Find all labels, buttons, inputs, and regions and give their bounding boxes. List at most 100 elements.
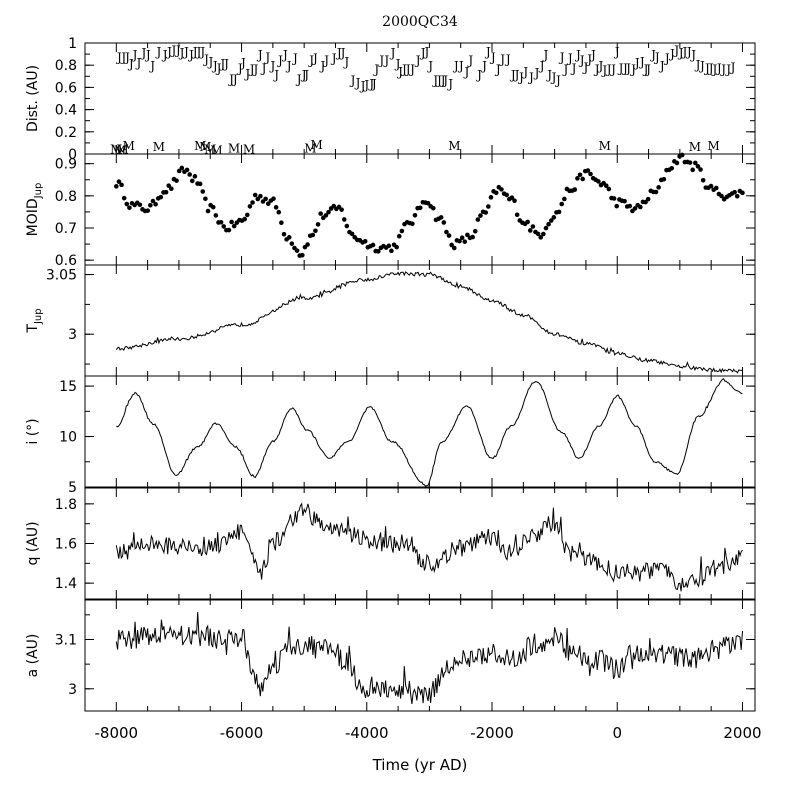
marker-J: J xyxy=(377,54,384,68)
marker-J: J xyxy=(638,55,645,69)
moid-point xyxy=(732,189,737,195)
panel-a: 3 3.1 a (AU) xyxy=(25,599,756,712)
marker-J: J xyxy=(609,63,616,77)
marker-M: M xyxy=(243,142,255,156)
marker-J: J xyxy=(509,68,516,82)
moid-point xyxy=(488,195,494,200)
marker-J: J xyxy=(629,63,636,77)
marker-J: J xyxy=(446,77,453,91)
marker-J: J xyxy=(593,63,600,77)
moid-point xyxy=(376,249,381,254)
marker-J: J xyxy=(452,59,459,73)
x-tick-label: 0 xyxy=(612,724,622,742)
moid-point xyxy=(158,194,164,200)
moid-point xyxy=(137,202,143,208)
moid-point xyxy=(341,217,347,222)
moid-point xyxy=(449,242,454,248)
marker-J: J xyxy=(394,57,401,71)
moid-point xyxy=(184,167,190,173)
y-axis-label-subscript: Jup xyxy=(33,308,44,325)
marker-J: J xyxy=(148,59,155,73)
moid-point xyxy=(559,201,564,207)
moid-point xyxy=(585,168,591,173)
marker-J: J xyxy=(302,68,309,82)
moid-point xyxy=(344,223,350,229)
marker-J: J xyxy=(134,56,141,70)
marker-J: J xyxy=(139,46,146,60)
moid-point xyxy=(386,243,392,249)
moid-point xyxy=(438,215,444,220)
moid-point xyxy=(656,185,661,190)
marker-J: J xyxy=(178,46,185,60)
marker-J: J xyxy=(389,46,396,60)
moid-point xyxy=(205,208,211,214)
marker-J: J xyxy=(408,63,415,77)
marker-J: J xyxy=(589,48,596,62)
y-tick-label: 3 xyxy=(68,682,77,698)
marker-J: J xyxy=(198,45,205,59)
series-line-incl xyxy=(116,378,743,487)
moid-point xyxy=(734,193,740,199)
y-tick-label: 10 xyxy=(59,430,77,446)
marker-J: J xyxy=(439,74,446,88)
y-tick-label: 15 xyxy=(59,379,77,395)
y-tick-label: 3.05 xyxy=(46,268,77,284)
moid-point xyxy=(690,167,695,173)
moid-point xyxy=(114,184,119,189)
moid-point xyxy=(713,185,719,191)
marker-J: J xyxy=(570,61,577,75)
y-tick-label: 1.8 xyxy=(55,497,77,513)
marker-J: J xyxy=(533,66,540,80)
y-axis-label-moid: MOIDJup xyxy=(25,183,44,237)
marker-M: M xyxy=(210,144,222,158)
moid-point xyxy=(399,228,405,234)
moid-point xyxy=(575,176,580,181)
marker-J: J xyxy=(300,68,307,82)
panel-q: 1.4 1.6 1.8 q (AU) xyxy=(25,487,756,600)
y-axis-label-incl: i (°) xyxy=(25,418,41,444)
marker-J: J xyxy=(206,55,213,69)
moid-point xyxy=(653,189,659,195)
moid-point xyxy=(446,233,452,238)
marker-J: J xyxy=(291,51,298,65)
moid-point xyxy=(530,224,536,229)
moid-point xyxy=(543,225,549,231)
marker-J: J xyxy=(400,63,407,77)
moid-point xyxy=(538,235,544,240)
y-tick-label: 1 xyxy=(68,36,77,52)
moid-point xyxy=(150,198,156,204)
marker-J: J xyxy=(211,59,218,73)
marker-J: J xyxy=(653,50,660,64)
moid-point xyxy=(546,221,551,227)
marker-J: J xyxy=(404,63,411,77)
marker-J: J xyxy=(218,57,225,71)
moid-point xyxy=(226,227,232,233)
marker-J: J xyxy=(239,56,246,70)
marker-M: M xyxy=(153,140,165,154)
y-axis-label-a: a (AU) xyxy=(25,634,41,678)
moid-point xyxy=(318,211,323,216)
moid-point xyxy=(127,205,132,211)
marker-J: J xyxy=(463,65,470,79)
marker-J: J xyxy=(256,48,263,62)
moid-point xyxy=(169,186,174,192)
marker-J: J xyxy=(426,59,433,73)
moid-point xyxy=(229,219,234,225)
moid-point xyxy=(708,183,714,189)
marker-J: J xyxy=(236,61,243,75)
moid-point xyxy=(166,183,172,188)
moid-point xyxy=(562,196,567,202)
marker-J: J xyxy=(550,70,557,84)
marker-M: M xyxy=(304,141,316,155)
moid-point xyxy=(541,231,546,237)
moid-point xyxy=(294,248,300,253)
marker-J: J xyxy=(517,70,524,84)
marker-J: J xyxy=(252,63,259,77)
marker-M: M xyxy=(110,142,122,156)
series-line-q xyxy=(115,502,743,592)
marker-J: J xyxy=(170,44,177,58)
marker-M: M xyxy=(311,138,323,152)
moid-point xyxy=(148,202,153,208)
